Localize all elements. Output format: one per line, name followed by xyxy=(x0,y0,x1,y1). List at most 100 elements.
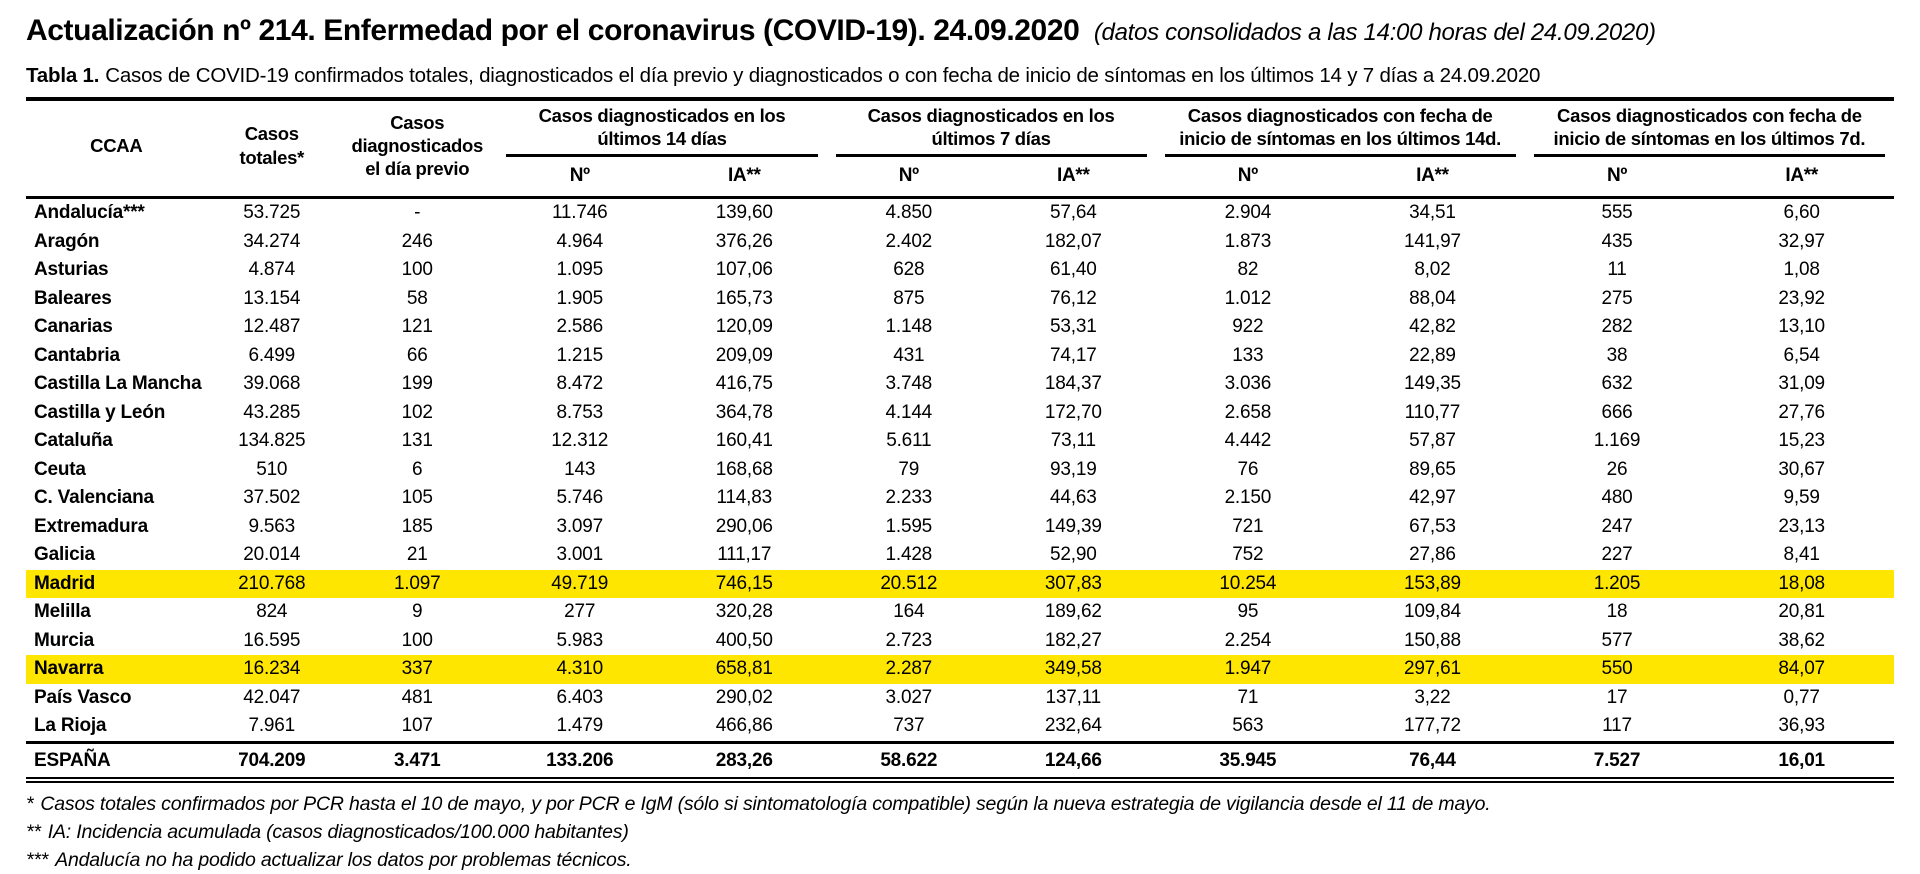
table-row: Melilla 824 9 277 320,28 164 189,62 95 109,84 18 2… xyxy=(26,598,1894,627)
cell-value: 1.595 xyxy=(885,515,933,537)
cell-value: 107 xyxy=(401,715,433,736)
table-row: Ceuta 510 6 143 168,68 79 93,19 76 89,65 26 30,67 xyxy=(26,456,1894,485)
cell-value: 17 xyxy=(1606,686,1628,708)
cell-value: 23,92 xyxy=(1778,287,1825,309)
table-row: Cantabria 6.499 66 1.215 209,09 431 74,17 133 22… xyxy=(26,342,1894,371)
cell-value: 8,41 xyxy=(1783,544,1820,565)
cell-value: 39.068 xyxy=(243,373,301,394)
cell-value: 27,76 xyxy=(1778,401,1825,423)
cell-value: 31,09 xyxy=(1778,373,1825,394)
cell-value: 133 xyxy=(1232,344,1264,366)
cell-value: 11 xyxy=(1607,259,1627,280)
cell-value: 824 xyxy=(256,601,288,622)
table-header: CCAA Casos totales* Casos diagnosticados… xyxy=(26,99,1894,198)
table-row: País Vasco 42.047 481 6.403 290,02 3.027 137,1… xyxy=(26,684,1894,713)
cell-value: 2.586 xyxy=(556,316,603,337)
subheader-num-diag-14d: Nº xyxy=(569,165,590,186)
cell-value: 2.287 xyxy=(885,658,933,679)
cell-value: 364,78 xyxy=(715,401,773,423)
cell-value: 3.097 xyxy=(556,515,603,537)
cell-value: 6.499 xyxy=(248,344,296,366)
cell-value: 30,67 xyxy=(1778,458,1825,480)
footnote-text: Casos totales confirmados por PCR hasta … xyxy=(40,792,1491,815)
region-name: Navarra xyxy=(34,658,104,679)
cell-value: 23,13 xyxy=(1778,515,1825,537)
cell-value: 15,23 xyxy=(1778,430,1825,451)
cell-value: 337 xyxy=(401,658,433,679)
cell-value: 49.719 xyxy=(551,572,609,594)
cell-value: 114,83 xyxy=(716,487,772,508)
cell-value: 79 xyxy=(898,458,920,480)
cell-value: 1.097 xyxy=(393,572,441,594)
cell-value: 5.746 xyxy=(556,487,603,508)
group-header-sintomas-7d: Casos diagnosticados con fecha de inicio… xyxy=(1525,99,1894,157)
table-row: Andalucía*** 53.725 - 11.746 139,60 4.850 57,6… xyxy=(26,198,1894,228)
table-row: Cataluña 134.825 131 12.312 160,41 5.611 73,11… xyxy=(26,427,1894,456)
region-name: Castilla y León xyxy=(34,401,166,423)
region-name: Cataluña xyxy=(34,430,113,451)
cell-value: 2.150 xyxy=(1224,487,1272,508)
cell-value: 102 xyxy=(401,401,433,423)
cell-value: 172,70 xyxy=(1044,401,1102,423)
cell-value: 1.479 xyxy=(556,715,603,736)
cell-value: 0,77 xyxy=(1783,686,1820,708)
table-row: Castilla y León 43.285 102 8.753 364,78 4.144… xyxy=(26,399,1894,428)
group-header-sintomas-14d-label: Casos diagnosticados con fecha de inicio… xyxy=(1164,101,1516,157)
table-row: Asturias 4.874 100 1.095 107,06 628 61,40 82 8,0… xyxy=(26,256,1894,285)
region-name: Ceuta xyxy=(34,458,86,480)
cell-value: 4.964 xyxy=(556,230,603,252)
cell-value: 210.768 xyxy=(238,572,306,594)
cell-value: 277 xyxy=(564,601,596,622)
table-row: Murcia 16.595 100 5.983 400,50 2.723 182,27 2.2… xyxy=(26,627,1894,656)
table-row: Galicia 20.014 21 3.001 111,17 1.428 52,90 752 2… xyxy=(26,541,1894,570)
group-header-diag-14d: Casos diagnosticados en los últimos 14 d… xyxy=(497,99,826,157)
cell-value: 134.825 xyxy=(238,430,306,451)
cell-value: 124,66 xyxy=(1044,749,1102,771)
footnote-marker: * xyxy=(26,792,34,815)
cell-value: 704.209 xyxy=(238,749,306,771)
cell-value: 550 xyxy=(1601,658,1633,679)
cell-value: 109,84 xyxy=(1403,601,1461,622)
cell-value: 400,50 xyxy=(715,629,773,651)
cell-value: 431 xyxy=(893,344,925,366)
cell-value: 164 xyxy=(893,601,925,622)
cell-value: 74,17 xyxy=(1050,344,1097,366)
col-header-casos-totales: Casos totales* xyxy=(239,123,305,168)
table-row: Baleares 13.154 58 1.905 165,73 875 76,12 1.012… xyxy=(26,285,1894,314)
cell-value: 320,28 xyxy=(715,601,773,622)
cell-value: 8.753 xyxy=(556,401,603,423)
cell-value: 349,58 xyxy=(1044,658,1102,679)
cell-value: 165,73 xyxy=(715,287,773,309)
cell-value: 5.983 xyxy=(556,629,603,651)
table-row: Madrid 210.768 1.097 49.719 746,15 20.512 307,… xyxy=(26,569,1894,598)
cell-value: 875 xyxy=(893,287,925,309)
cell-value: 34,51 xyxy=(1409,202,1456,223)
table-total-row-group: ESPAÑA 704.209 3.471 133.206 283,26 58.622 124… xyxy=(26,742,1894,780)
cell-value: 93,19 xyxy=(1050,458,1097,480)
cell-value: 141,97 xyxy=(1403,230,1461,252)
table-body: Andalucía*** 53.725 - 11.746 139,60 4.850 57,6… xyxy=(26,198,1894,743)
cell-value: 76,44 xyxy=(1409,749,1456,771)
cell-value: 227 xyxy=(1601,544,1633,565)
cell-value: 84,07 xyxy=(1778,658,1825,679)
subheader-num-sintomas-7d: Nº xyxy=(1606,165,1628,186)
title-consolidation-note: (datos consolidados a las 14:00 horas de… xyxy=(1093,19,1656,46)
subheader-ia-sintomas-7d: IA** xyxy=(1785,165,1818,186)
cell-value: 290,02 xyxy=(715,686,773,708)
cell-value: 752 xyxy=(1232,544,1264,565)
cell-value: 61,40 xyxy=(1050,259,1097,280)
cell-value: 232,64 xyxy=(1044,715,1102,736)
cell-value: 283,26 xyxy=(715,749,773,771)
cell-value: 3.471 xyxy=(393,749,441,771)
cell-value: 9.563 xyxy=(248,515,296,537)
document-title: Actualización nº 214. Enfermedad por el … xyxy=(26,14,1894,48)
cell-value: 22,89 xyxy=(1409,344,1456,366)
cell-value: 13.154 xyxy=(243,287,301,309)
cell-value: 9,59 xyxy=(1783,487,1820,508)
cell-value: 18 xyxy=(1606,601,1628,622)
cell-value: 20.512 xyxy=(880,572,938,594)
col-header-ccaa: CCAA xyxy=(90,134,143,156)
cell-value: 577 xyxy=(1601,629,1633,651)
subheader-ia-diag-14d: IA** xyxy=(727,165,761,186)
cell-value: 3.036 xyxy=(1224,373,1272,394)
